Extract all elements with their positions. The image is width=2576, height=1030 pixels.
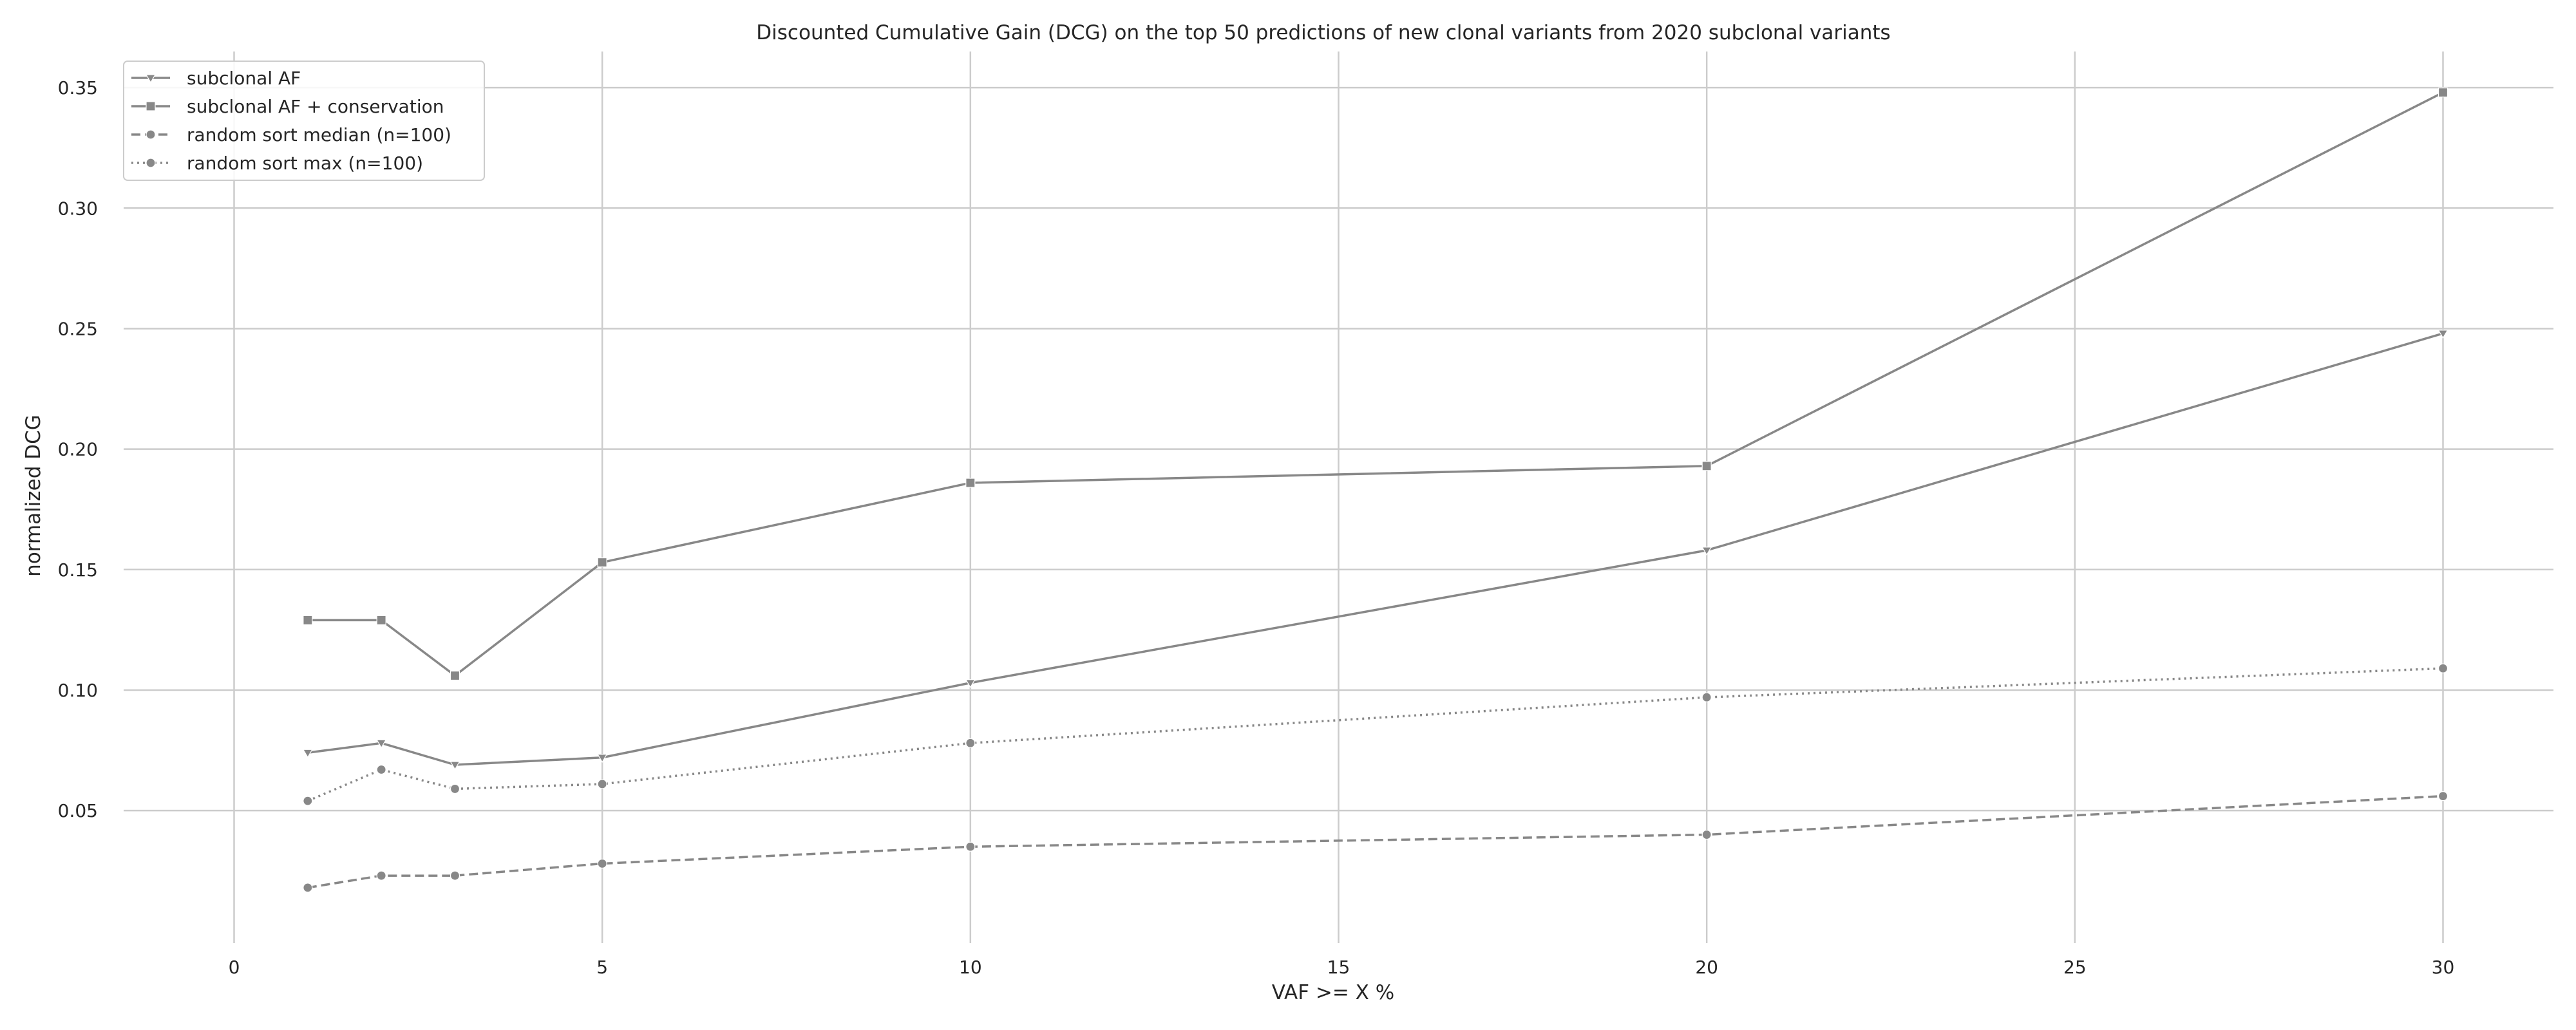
data-point bbox=[965, 679, 976, 688]
x-tick-label: 0 bbox=[229, 957, 240, 978]
legend-item: subclonal AF + conservation bbox=[131, 96, 444, 117]
data-point bbox=[450, 783, 460, 794]
series-3 bbox=[303, 791, 2448, 893]
data-point bbox=[303, 883, 313, 893]
y-tick-label: 0.20 bbox=[58, 439, 98, 460]
data-point bbox=[376, 870, 386, 881]
y-tick-label: 0.05 bbox=[58, 800, 98, 821]
data-point bbox=[303, 615, 313, 626]
series-line bbox=[307, 332, 2443, 766]
legend-box bbox=[123, 61, 485, 181]
data-point bbox=[2438, 663, 2448, 673]
x-tick-label: 25 bbox=[2063, 957, 2087, 978]
grid-layer bbox=[124, 52, 2553, 943]
series-line bbox=[307, 91, 2444, 677]
data-point bbox=[450, 670, 460, 681]
x-tick-label: 5 bbox=[596, 957, 608, 978]
data-point bbox=[965, 478, 976, 488]
legend-label: random sort median (n=100) bbox=[187, 124, 451, 145]
data-point bbox=[1701, 692, 1712, 702]
legend-item: random sort median (n=100) bbox=[131, 124, 451, 145]
data-point bbox=[450, 870, 460, 881]
data-point bbox=[597, 557, 607, 568]
legend-marker bbox=[146, 158, 156, 168]
legend-label: subclonal AF bbox=[187, 68, 301, 89]
data-point bbox=[2438, 791, 2448, 801]
legend-marker bbox=[146, 129, 156, 140]
data-point bbox=[302, 749, 313, 758]
data-point bbox=[965, 738, 976, 748]
y-tick-label: 0.30 bbox=[58, 198, 98, 219]
data-point bbox=[376, 764, 386, 775]
y-tick-label: 0.25 bbox=[58, 318, 98, 339]
data-point bbox=[303, 796, 313, 806]
series-layer bbox=[302, 88, 2448, 893]
data-point bbox=[2438, 330, 2448, 339]
x-tick-label: 10 bbox=[959, 957, 982, 978]
legend: subclonal AF subclonal AF + conservation r… bbox=[123, 61, 485, 181]
legend-label: subclonal AF + conservation bbox=[187, 96, 444, 117]
legend-item: random sort max (n=100) bbox=[131, 153, 423, 174]
data-point bbox=[1701, 461, 1712, 471]
y-tick-label: 0.15 bbox=[58, 559, 98, 581]
data-point bbox=[597, 858, 607, 869]
data-point bbox=[965, 841, 976, 852]
data-point bbox=[1701, 829, 1712, 840]
series-2 bbox=[303, 88, 2448, 681]
tick-layer: 0 5 10 15 20 25 30 0.05 0.10 0.15 0.20 0.25 0.30 0.35 bbox=[58, 77, 2455, 978]
data-point bbox=[376, 739, 387, 749]
x-tick-label: 30 bbox=[2432, 957, 2455, 978]
data-point bbox=[597, 779, 607, 789]
series-1 bbox=[302, 330, 2448, 771]
series-line bbox=[307, 667, 2443, 802]
series-4 bbox=[303, 663, 2448, 806]
chart-title: Discounted Cumulative Gain (DCG) on the … bbox=[756, 21, 1890, 44]
x-tick-label: 20 bbox=[1695, 957, 1718, 978]
data-point bbox=[1701, 547, 1712, 556]
y-tick-label: 0.35 bbox=[58, 77, 98, 98]
data-point bbox=[450, 761, 460, 771]
data-point bbox=[376, 615, 386, 626]
legend-label: random sort max (n=100) bbox=[187, 153, 423, 174]
data-point bbox=[2438, 88, 2448, 98]
data-point bbox=[597, 754, 608, 763]
y-tick-label: 0.10 bbox=[58, 680, 98, 701]
x-axis-label: VAF >= X % bbox=[1272, 981, 1394, 1004]
legend-marker bbox=[146, 101, 156, 111]
legend-item: subclonal AF bbox=[131, 68, 301, 89]
legend-marker bbox=[145, 74, 156, 84]
y-axis-label: normalized DCG bbox=[22, 415, 45, 577]
x-tick-label: 15 bbox=[1327, 957, 1350, 978]
